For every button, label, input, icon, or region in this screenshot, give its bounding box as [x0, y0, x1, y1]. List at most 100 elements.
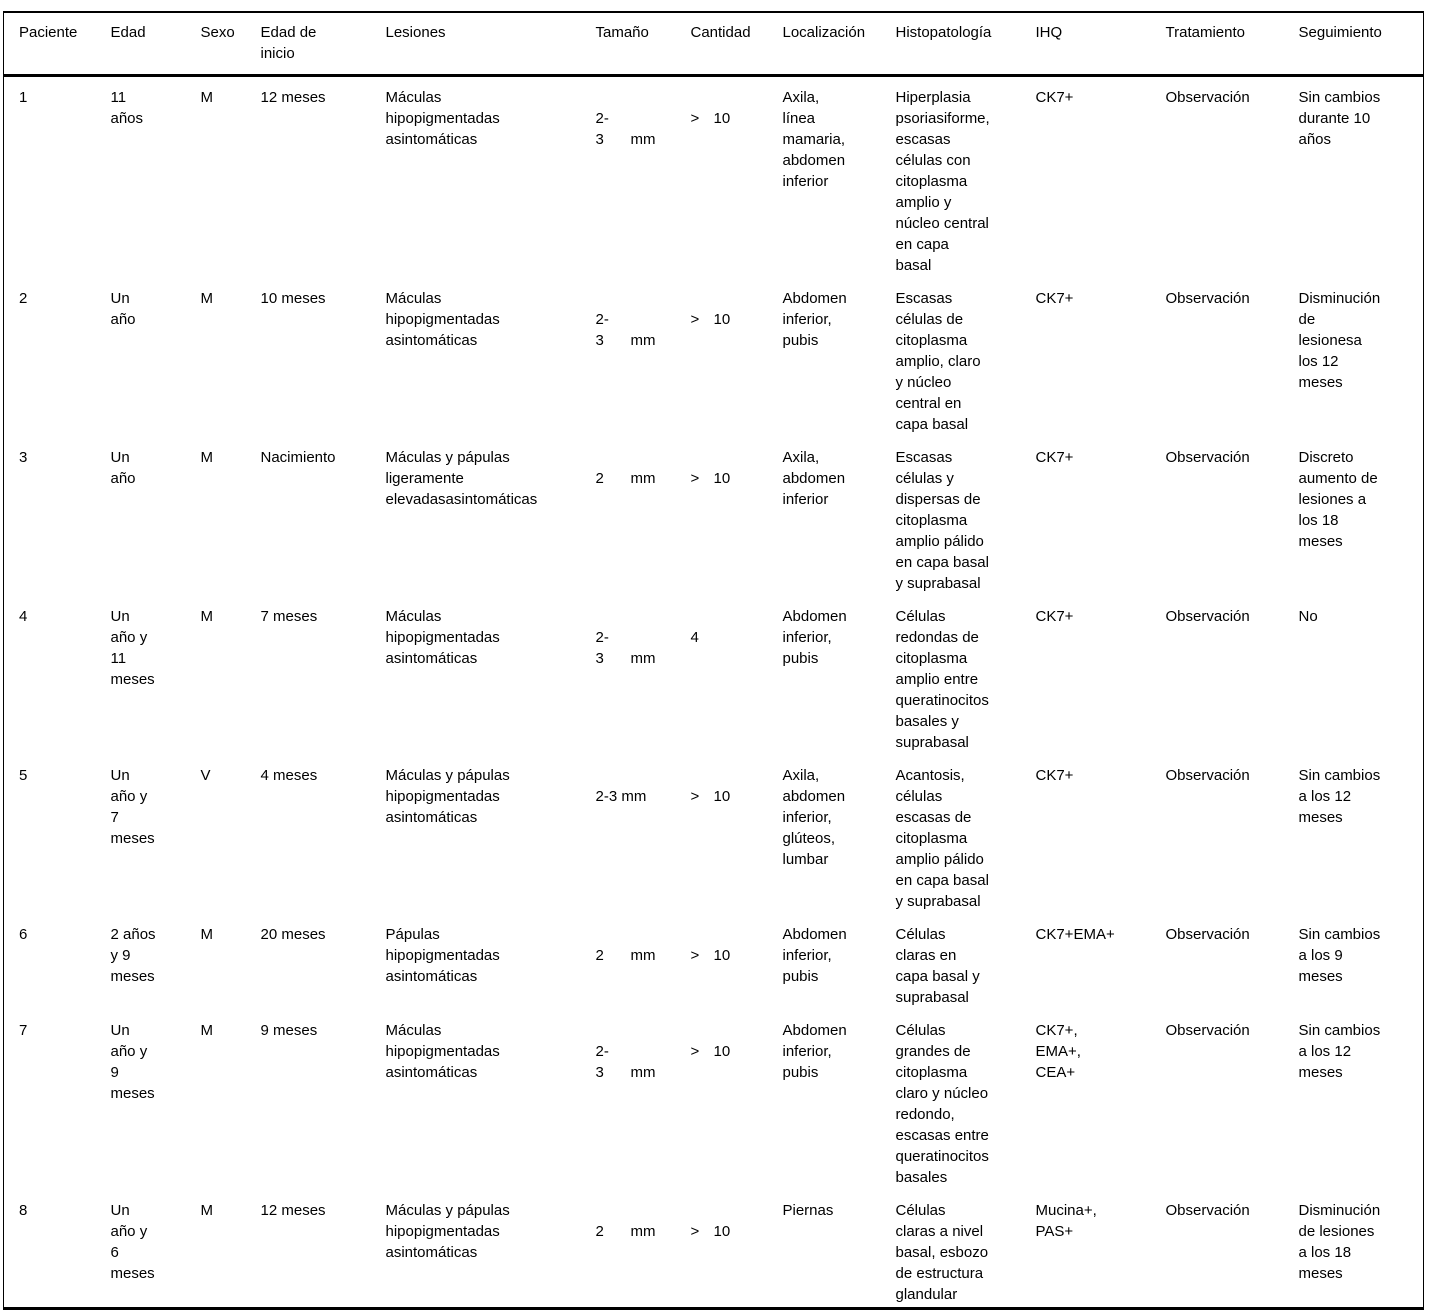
cell-cantidad: > 10	[691, 278, 783, 437]
quantity-comparator: >	[690, 311, 700, 328]
quantity-comparator: >	[690, 1043, 700, 1060]
size-value-unit: 2-3 mm	[596, 786, 687, 807]
cell-cantidad: > 10	[691, 755, 783, 914]
cell-tamano: 2- 3 mm	[596, 1010, 691, 1190]
cell-edad: Un año y 9 meses	[110, 1022, 155, 1102]
quantity-number: 10	[713, 311, 731, 328]
table-row: 2 Un año M 10 meses Máculas hipopigmenta…	[4, 278, 1424, 437]
cell-cantidad: > 10	[691, 76, 783, 279]
size-value: 2- 3	[595, 1043, 609, 1081]
size-value-unit: 2 mm	[596, 945, 687, 966]
column-header-tamano: Tamaño	[595, 24, 649, 41]
cell-localizacion: Axila, abdomen inferior	[782, 449, 846, 508]
cell-edad: Un año y 7 meses	[110, 767, 155, 847]
size-value-unit: 2- 3 mm	[596, 108, 687, 150]
column-header-tratamiento: Tratamiento	[1165, 24, 1245, 41]
size-value: 2	[595, 947, 604, 964]
cell-histopatologia: Células redondas de citoplasma amplio en…	[895, 608, 989, 751]
cell-lesiones: Máculas y pápulas hipopigmentadas asinto…	[385, 767, 510, 826]
cell-cantidad: > 10	[691, 1010, 783, 1190]
table-row: 3 Un año M Nacimiento Máculas y pápulas …	[4, 437, 1424, 596]
cell-edad-de-inicio: Nacimiento	[260, 449, 336, 466]
cell-tamano: 2- 3 mm	[596, 278, 691, 437]
cell-tamano: 2- 3 mm	[596, 76, 691, 279]
cell-edad-de-inicio: 4 meses	[260, 767, 318, 784]
column-header-ihq: IHQ	[1035, 24, 1063, 41]
cell-lesiones: Máculas hipopigmentadas asintomáticas	[385, 608, 500, 667]
table-body: 1 11 años M 12 meses Máculas hipopigment…	[4, 76, 1424, 1309]
cell-edad: Un año y 11 meses	[110, 608, 155, 688]
size-value-unit: 2- 3 mm	[596, 627, 687, 669]
cell-lesiones: Máculas hipopigmentadas asintomáticas	[385, 1022, 500, 1081]
cell-lesiones: Pápulas hipopigmentadas asintomáticas	[385, 926, 500, 985]
cell-histopatologia: Células claras en capa basal y suprabasa…	[895, 926, 980, 1006]
cell-ihq: CK7+	[1035, 449, 1074, 466]
size-unit: mm	[630, 1223, 656, 1240]
cell-paciente: 4	[19, 608, 28, 625]
cell-seguimiento: No	[1298, 608, 1318, 625]
size-value: 2	[595, 1223, 604, 1240]
column-header-edad-de-inicio: Edad de inicio	[260, 24, 317, 62]
cell-tamano: 2 mm	[596, 1190, 691, 1309]
cell-localizacion: Abdomen inferior, pubis	[782, 608, 847, 667]
cell-tratamiento: Observación	[1165, 608, 1250, 625]
cell-seguimiento: Disminución de lesionesa los 12 meses	[1298, 290, 1381, 391]
cell-cantidad: 4	[691, 596, 783, 755]
cell-tratamiento: Observación	[1165, 767, 1250, 784]
cell-paciente: 7	[19, 1022, 28, 1039]
cell-edad: 11 años	[110, 89, 144, 127]
size-value: 2- 3	[595, 110, 609, 148]
cell-seguimiento: Disminución de lesiones a los 18 meses	[1298, 1202, 1381, 1282]
quantity-value: > 10	[691, 108, 779, 129]
size-value-unit: 2- 3 mm	[596, 1041, 687, 1083]
cell-histopatologia: Hiperplasia psoriasiforme, escasas célul…	[895, 89, 990, 274]
quantity-comparator: >	[690, 947, 700, 964]
quantity-value: 4	[691, 627, 779, 648]
quantity-comparator: >	[690, 470, 700, 487]
cell-seguimiento: Discreto aumento de lesiones a los 18 me…	[1298, 449, 1378, 550]
table-row: 1 11 años M 12 meses Máculas hipopigment…	[4, 76, 1424, 279]
cell-localizacion: Abdomen inferior, pubis	[782, 1022, 847, 1081]
quantity-value: > 10	[691, 945, 779, 966]
cell-cantidad: > 10	[691, 437, 783, 596]
cell-edad-de-inicio: 9 meses	[260, 1022, 318, 1039]
quantity-value: > 10	[691, 1221, 779, 1242]
cell-seguimiento: Sin cambios a los 12 meses	[1298, 767, 1381, 826]
header-row: Paciente Edad Sexo Edad de inicio Lesion…	[3, 12, 1424, 76]
cell-localizacion: Axila, línea mamaria, abdomen inferior	[782, 89, 846, 190]
cell-paciente: 6	[19, 926, 28, 943]
column-header-sexo: Sexo	[200, 24, 235, 41]
cell-lesiones: Máculas hipopigmentadas asintomáticas	[385, 290, 500, 349]
table-row: 8 Un año y 6 meses M 12 meses Máculas y …	[4, 1190, 1424, 1309]
column-header-histopatologia: Histopatología	[895, 24, 992, 41]
cell-ihq: CK7+EMA+	[1035, 926, 1115, 943]
cell-edad-de-inicio: 10 meses	[260, 290, 326, 307]
cell-localizacion: Abdomen inferior, pubis	[782, 926, 847, 985]
cell-localizacion: Piernas	[782, 1202, 834, 1219]
cell-histopatologia: Células claras a nivel basal, esbozo de …	[895, 1202, 989, 1303]
cell-paciente: 3	[19, 449, 28, 466]
cell-edad: 2 años y 9 meses	[110, 926, 156, 985]
size-value-unit: 2- 3 mm	[596, 309, 687, 351]
cell-histopatologia: Células grandes de citoplasma claro y nú…	[895, 1022, 989, 1186]
cell-localizacion: Abdomen inferior, pubis	[782, 290, 847, 349]
cell-tamano: 2-3 mm	[596, 755, 691, 914]
cell-cantidad: > 10	[691, 914, 783, 1010]
quantity-comparator: >	[690, 1223, 700, 1240]
cell-edad: Un año	[110, 449, 136, 487]
cell-seguimiento: Sin cambios a los 12 meses	[1298, 1022, 1381, 1081]
cell-cantidad: > 10	[691, 1190, 783, 1309]
cell-tamano: 2- 3 mm	[596, 596, 691, 755]
quantity-number: 10	[713, 1223, 731, 1240]
column-header-localizacion: Localización	[782, 24, 866, 41]
cell-sexo: V	[200, 767, 211, 784]
cell-ihq: CK7+	[1035, 290, 1074, 307]
quantity-comparator: >	[690, 788, 700, 805]
column-header-paciente: Paciente	[19, 24, 78, 41]
cell-paciente: 8	[19, 1202, 28, 1219]
cell-paciente: 2	[19, 290, 28, 307]
column-header-seguimiento: Seguimiento	[1298, 24, 1382, 41]
cell-seguimiento: Sin cambios a los 9 meses	[1298, 926, 1381, 985]
cell-ihq: CK7+	[1035, 608, 1074, 625]
size-value: 2- 3	[595, 629, 609, 667]
